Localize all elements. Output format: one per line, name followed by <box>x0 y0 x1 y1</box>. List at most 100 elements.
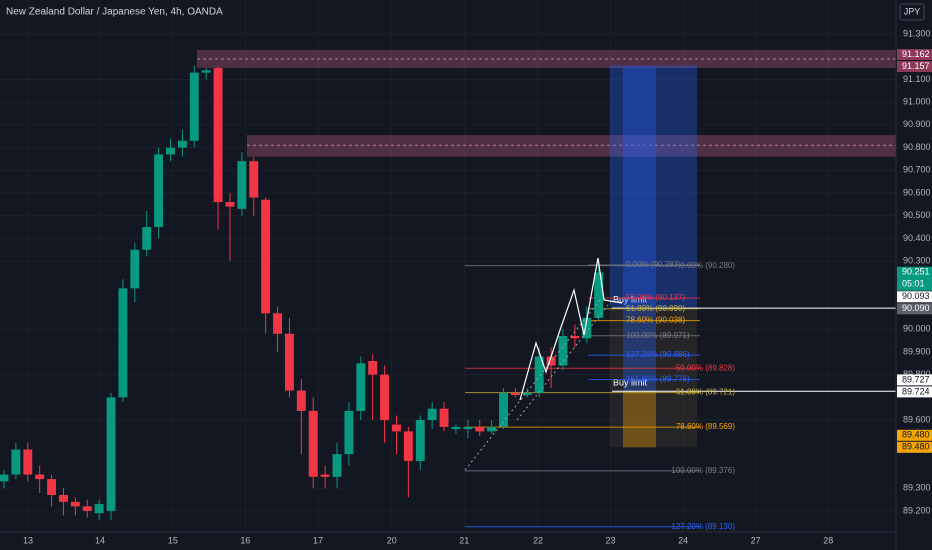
candle-body <box>82 506 92 511</box>
candle-body <box>23 449 33 475</box>
candle-body <box>463 426 473 430</box>
drawings <box>464 257 623 471</box>
y-tick-label: 90.300 <box>903 255 931 265</box>
x-tick-label: 23 <box>606 535 616 545</box>
candle-body <box>332 454 342 477</box>
x-tick-label: 21 <box>459 535 469 545</box>
candle-body <box>0 474 9 482</box>
candle-body <box>284 333 294 391</box>
candle-body <box>130 249 140 289</box>
fib-label: 100.00% (89.971) <box>626 331 690 340</box>
y-tick-label: 90.700 <box>903 165 931 175</box>
candle-body <box>35 474 45 480</box>
y-tick-label: 91.100 <box>903 74 931 84</box>
candle-body <box>213 68 223 203</box>
currency-label[interactable]: JPY <box>904 6 921 16</box>
profit-zone <box>623 66 656 392</box>
fib-label: 100.00% (89.376) <box>671 466 735 475</box>
y-tick-label: 90.500 <box>903 210 931 220</box>
price-tag <box>897 386 932 398</box>
candle-body <box>403 431 413 461</box>
y-tick-label: 89.200 <box>903 505 931 515</box>
fib-label: 78.60% (90.038) <box>626 316 685 325</box>
price-tag <box>897 61 932 73</box>
candle-body <box>308 410 318 477</box>
fib-label: 0.00% (90.280) <box>680 261 735 270</box>
price-tag <box>897 374 932 386</box>
x-tick-label: 13 <box>23 535 33 545</box>
y-tick-label: 91.000 <box>903 97 931 107</box>
candle-body <box>273 313 283 334</box>
candle-body <box>594 272 604 318</box>
fib-label: 161.80% (89.778) <box>626 375 690 384</box>
y-tick-label: 89.900 <box>903 346 931 356</box>
fib-label: 61.80% (89.721) <box>676 388 735 397</box>
candle-body <box>189 72 199 141</box>
candle-body <box>356 363 366 411</box>
y-tick-label: 90.400 <box>903 233 931 243</box>
candle-body <box>487 426 497 432</box>
price-tag-label: 89.480 <box>902 442 930 452</box>
price-tag-label: 90.090 <box>902 303 930 313</box>
candle-body <box>534 356 544 393</box>
price-tag <box>897 49 932 61</box>
x-tick-label: 28 <box>823 535 833 545</box>
y-tick-label: 90.800 <box>903 142 931 152</box>
order-label: Buy limit <box>613 378 648 388</box>
price-tag-label: 91.162 <box>902 49 930 59</box>
y-tick-label: 90.900 <box>903 119 931 129</box>
x-tick-label: 14 <box>95 535 105 545</box>
candle-body <box>201 70 211 73</box>
projection-path <box>519 257 623 401</box>
chart-title: New Zealand Dollar / Japanese Yen, 4h, O… <box>6 7 223 18</box>
y-tick-label: 91.300 <box>903 28 931 38</box>
x-tick-label: 20 <box>387 535 397 545</box>
countdown: 05:01 <box>902 279 925 289</box>
candle-body <box>118 288 128 398</box>
fib-label: 50.00% (89.828) <box>676 363 735 372</box>
overlays: Buy limit Buy limit 0.00% (90.280) 50.00% (… <box>197 49 896 531</box>
x-tick-label: 15 <box>168 535 178 545</box>
y-tick-label: 90.600 <box>903 187 931 197</box>
price-tag-label: 89.727 <box>902 374 930 384</box>
candle-body <box>177 140 187 148</box>
price-tag-label: 91.157 <box>902 61 930 71</box>
candle-body <box>582 317 592 339</box>
fib-label: 61.80% (90.090) <box>626 304 685 313</box>
price-tag <box>897 441 932 453</box>
trend-line <box>464 299 601 471</box>
candle-body <box>47 479 57 495</box>
price-tag-label: 89.480 <box>902 430 930 440</box>
x-tick-label: 16 <box>240 535 250 545</box>
price-tags: 91.162 91.157 90.251 05:01 90.093 90.090 89.72… <box>897 49 932 453</box>
y-tick-label: 90.000 <box>903 324 931 334</box>
candle-body <box>415 420 425 461</box>
loss-zone <box>610 308 697 448</box>
trend-line <box>516 299 613 421</box>
candle-body <box>106 397 116 511</box>
candle-body <box>392 424 401 432</box>
candle-body <box>166 147 175 155</box>
candle-body <box>451 426 461 430</box>
candle-body <box>70 501 80 507</box>
fib-label: 50.00% (90.137) <box>626 293 685 302</box>
candle-body <box>94 504 104 514</box>
x-tick-label: 22 <box>533 535 543 545</box>
candle-body <box>499 392 508 427</box>
candle-body <box>510 392 520 396</box>
fib-label: 78.60% (89.569) <box>676 422 735 431</box>
currency-button[interactable] <box>899 3 925 21</box>
candle-body <box>570 336 580 339</box>
y-tick-label: 89.600 <box>903 414 931 424</box>
x-tick-label: 27 <box>751 535 761 545</box>
y-tick-label: 89.300 <box>903 483 931 493</box>
candle-body <box>546 356 556 366</box>
price-tag-label: 90.093 <box>902 291 930 301</box>
candle-body <box>59 494 68 502</box>
candle-body <box>154 154 164 228</box>
price-tag <box>897 429 932 441</box>
fib-label: 127.20% (89.886) <box>626 350 690 359</box>
